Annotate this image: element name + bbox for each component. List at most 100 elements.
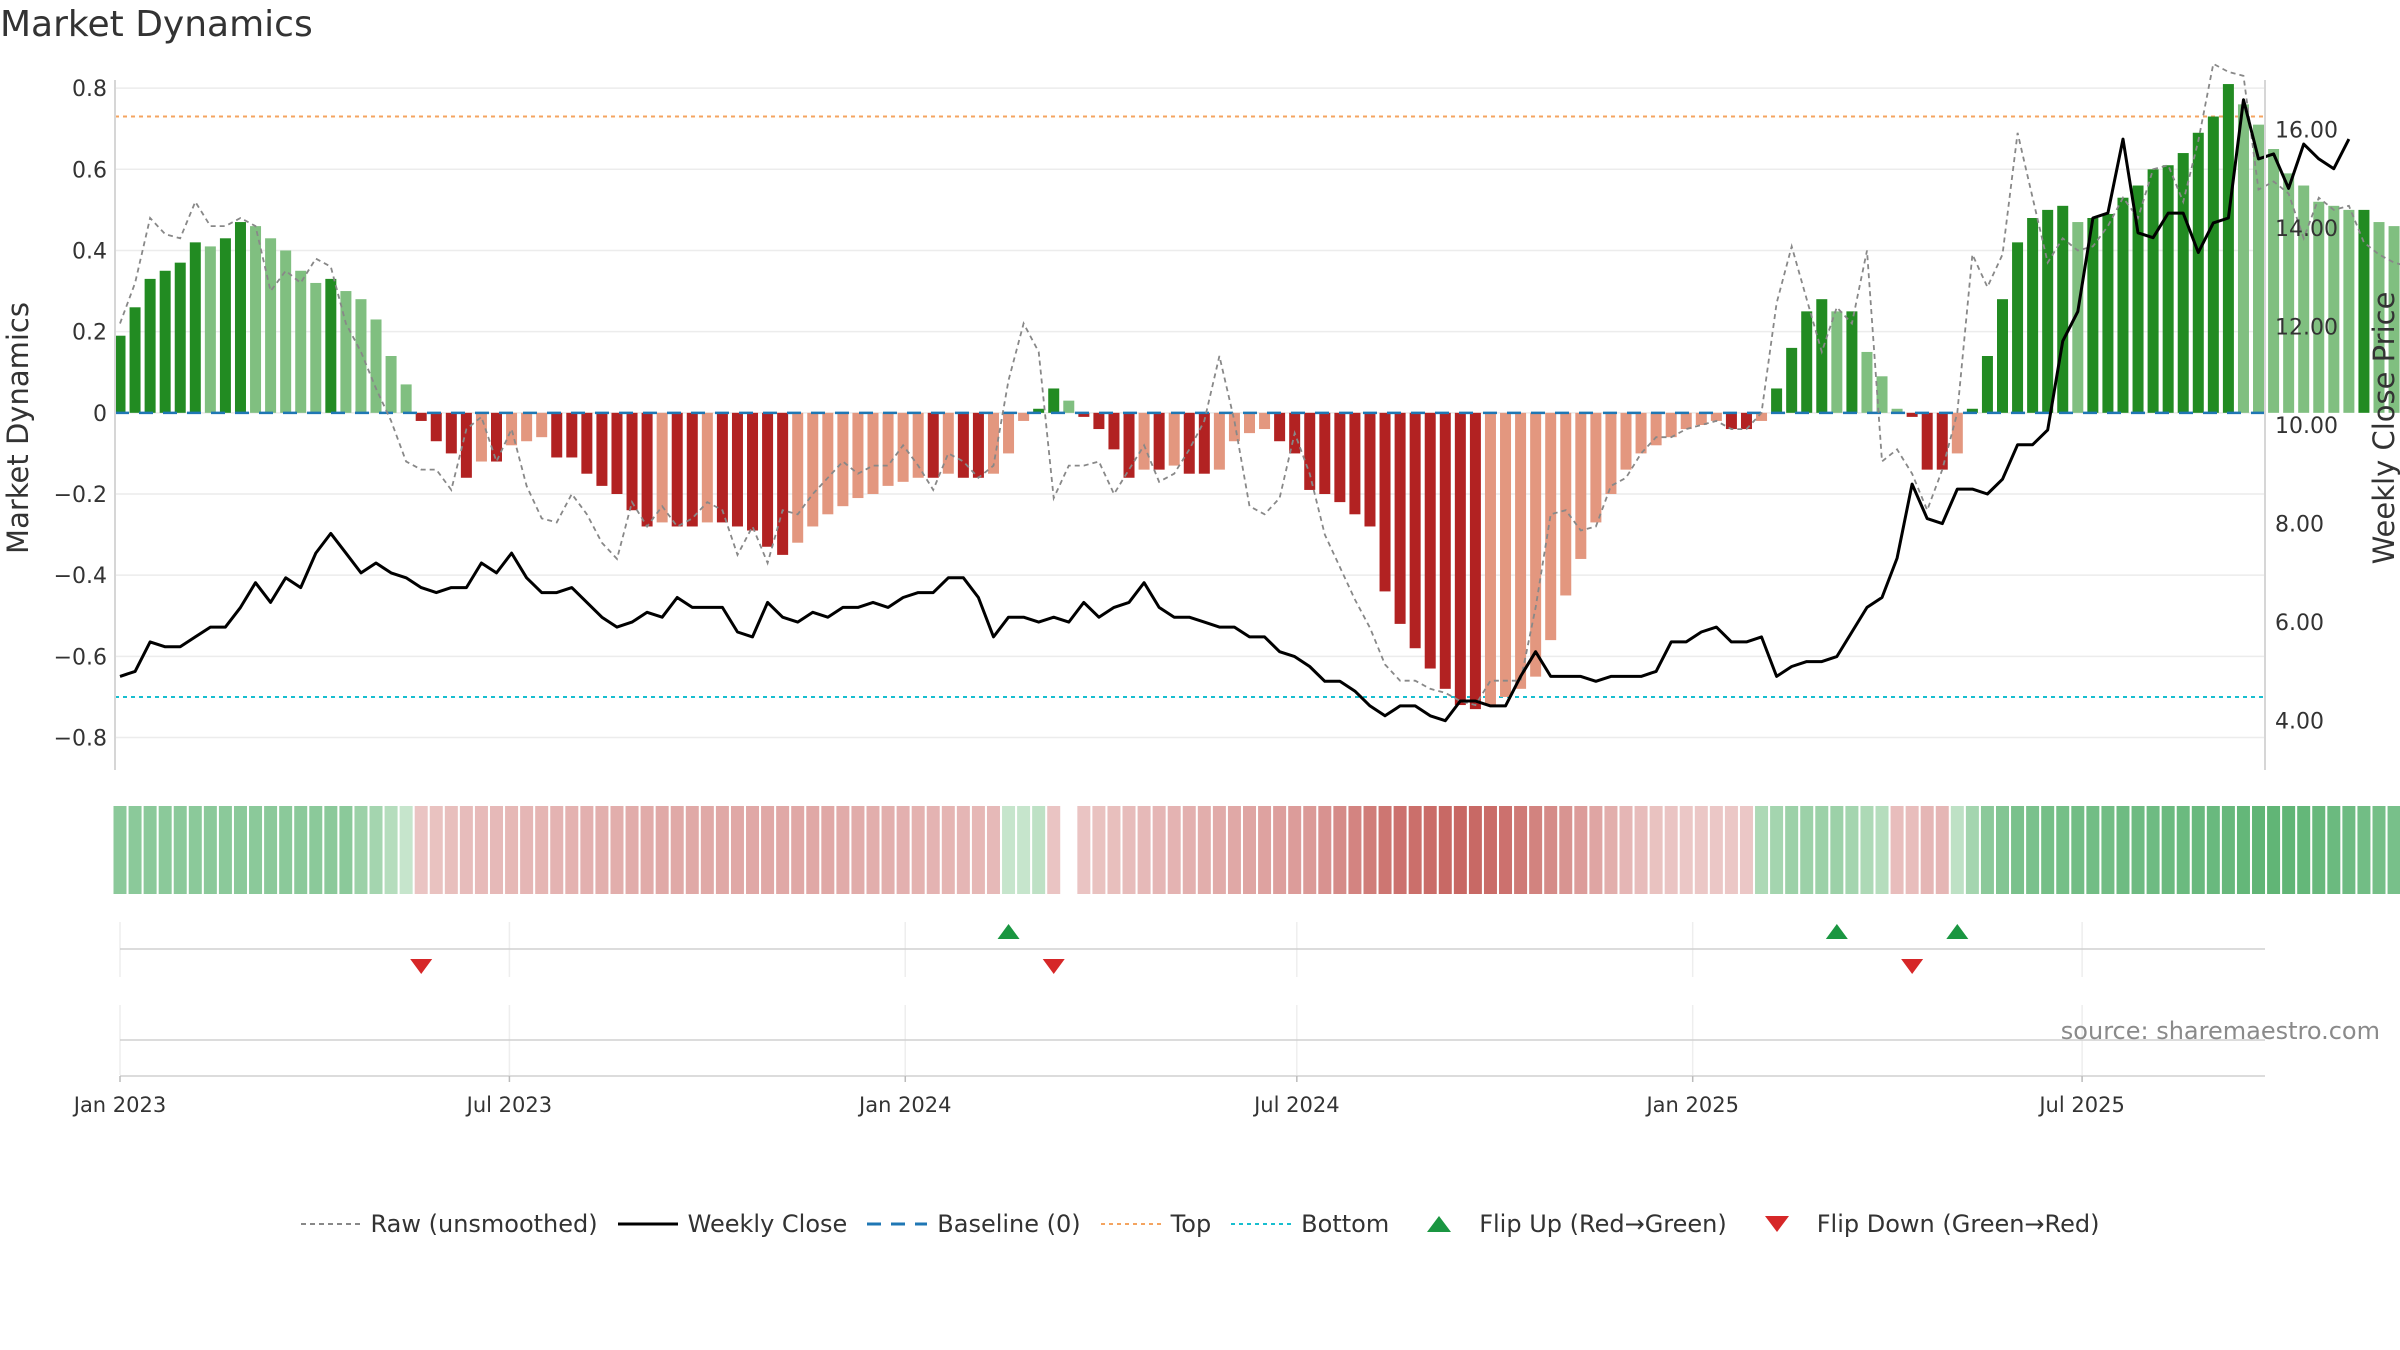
dynamics-bar (822, 412, 834, 515)
dynamics-bar (1560, 412, 1572, 596)
y-right-tick-label: 4.00 (2275, 710, 2324, 735)
regime-cell (1182, 806, 1196, 894)
x-tick-label: Jan 2024 (857, 1093, 952, 1117)
dynamics-bar (1861, 351, 1873, 413)
regime-cell (2372, 806, 2386, 894)
dynamics-bar (1093, 412, 1105, 430)
dynamics-bar (2117, 197, 2129, 413)
y-left-tick-label: 0.8 (72, 77, 107, 102)
regime-cell (2071, 806, 2085, 894)
regime-cell (550, 806, 564, 894)
regime-cell (1378, 806, 1392, 894)
regime-cell (113, 806, 127, 894)
regime-cell (2267, 806, 2281, 894)
regime-cell (1905, 806, 1919, 894)
regime-cell (881, 806, 895, 894)
dynamics-bar (114, 335, 126, 413)
dynamics-bar (2162, 165, 2174, 413)
regime-cell (2206, 806, 2220, 894)
dynamics-bar (1620, 412, 1632, 470)
x-axis: Jan 2023 Jul 2023 Jan 2024 Jul 2024 Jan 2025… (72, 1076, 2125, 1117)
x-tick-label: Jan 2025 (1644, 1093, 1739, 1117)
source-label: source: sharemaestro.com (2060, 1017, 2380, 1045)
regime-cell (2252, 806, 2266, 894)
regime-cell (1002, 806, 1016, 894)
dynamics-bar (1997, 299, 2008, 413)
regime-cell (520, 806, 534, 894)
regime-cell (1152, 806, 1166, 894)
y-left-tick-label: 0.2 (72, 321, 107, 346)
dynamics-bar (1695, 412, 1707, 425)
legend-swatch-close (617, 1222, 678, 1226)
regime-cell (1197, 806, 1211, 894)
dynamics-bar (2012, 242, 2024, 413)
dynamics-bar (2102, 213, 2114, 413)
regime-cell (2327, 806, 2341, 894)
dynamics-bar (2328, 205, 2340, 413)
regime-cell (2387, 806, 2400, 894)
regime-cell (1243, 806, 1256, 894)
legend-label: Baseline (0) (937, 1210, 1081, 1238)
regime-cell (2191, 806, 2205, 894)
regime-cell (2297, 806, 2311, 894)
dynamics-bar (2313, 201, 2325, 413)
dynamics-bar (1033, 408, 1045, 413)
regime-cell (339, 806, 353, 894)
dynamics-bar (400, 384, 412, 413)
dynamics-bar (1394, 412, 1406, 624)
regime-cell (399, 806, 413, 894)
flip-up-marker (1825, 924, 1848, 939)
dynamics-bar (491, 412, 502, 462)
regime-cell (1212, 806, 1226, 894)
regime-cell (2357, 806, 2371, 894)
dynamics-bar (777, 412, 789, 555)
dynamics-bar (972, 412, 984, 478)
flip-up-marker (997, 924, 1020, 939)
regime-cell (2342, 806, 2356, 894)
regime-cell (1739, 806, 1753, 894)
regime-cell (1529, 806, 1543, 894)
dynamics-bar (1831, 311, 1843, 413)
y-right-tick-label: 16.00 (2275, 118, 2338, 143)
dynamics-bar (2042, 209, 2054, 413)
dynamics-bar (927, 412, 939, 478)
regime-cell (505, 806, 519, 894)
regime-cell (1815, 806, 1829, 894)
dynamics-bar (1063, 400, 1075, 413)
dynamics-bar (882, 412, 894, 486)
regime-cell (1830, 806, 1844, 894)
y-right-tick-label: 10.00 (2275, 414, 2338, 439)
regime-cell (1860, 806, 1874, 894)
regime-cell (1468, 806, 1482, 894)
y-left-tick-label: 0 (93, 402, 107, 427)
regime-cell (625, 806, 639, 894)
regime-cell (309, 806, 323, 894)
dynamics-bar (2222, 84, 2234, 413)
regime-cell (2131, 806, 2145, 894)
regime-cell (1408, 806, 1422, 894)
legend-swatch-raw (300, 1223, 361, 1225)
regime-cell (1047, 806, 1061, 894)
bottom-panel (119, 1005, 2265, 1077)
dynamics-bar (1259, 412, 1271, 430)
raw-series (115, 62, 2400, 707)
regime-cell (1664, 806, 1678, 894)
regime-cell (1920, 806, 1934, 894)
regime-cell (670, 806, 684, 894)
regime-cell (1559, 806, 1573, 894)
regime-cell (2041, 806, 2055, 894)
legend-item-flipdown: Flip Down (Green→Red) (1747, 1210, 2100, 1238)
regime-cell (776, 806, 790, 894)
regime-cell (459, 806, 473, 894)
dynamics-bar (1756, 412, 1768, 421)
dynamics-bar (1319, 412, 1331, 494)
legend-label: Flip Down (Green→Red) (1816, 1210, 2100, 1238)
regime-cell (580, 806, 594, 894)
regime-cell (444, 806, 458, 894)
dynamics-bar (686, 412, 698, 527)
regime-cell (610, 806, 624, 894)
dynamics-bar (1801, 311, 1813, 413)
dynamics-bar (566, 412, 578, 458)
dynamics-bar (762, 412, 774, 547)
